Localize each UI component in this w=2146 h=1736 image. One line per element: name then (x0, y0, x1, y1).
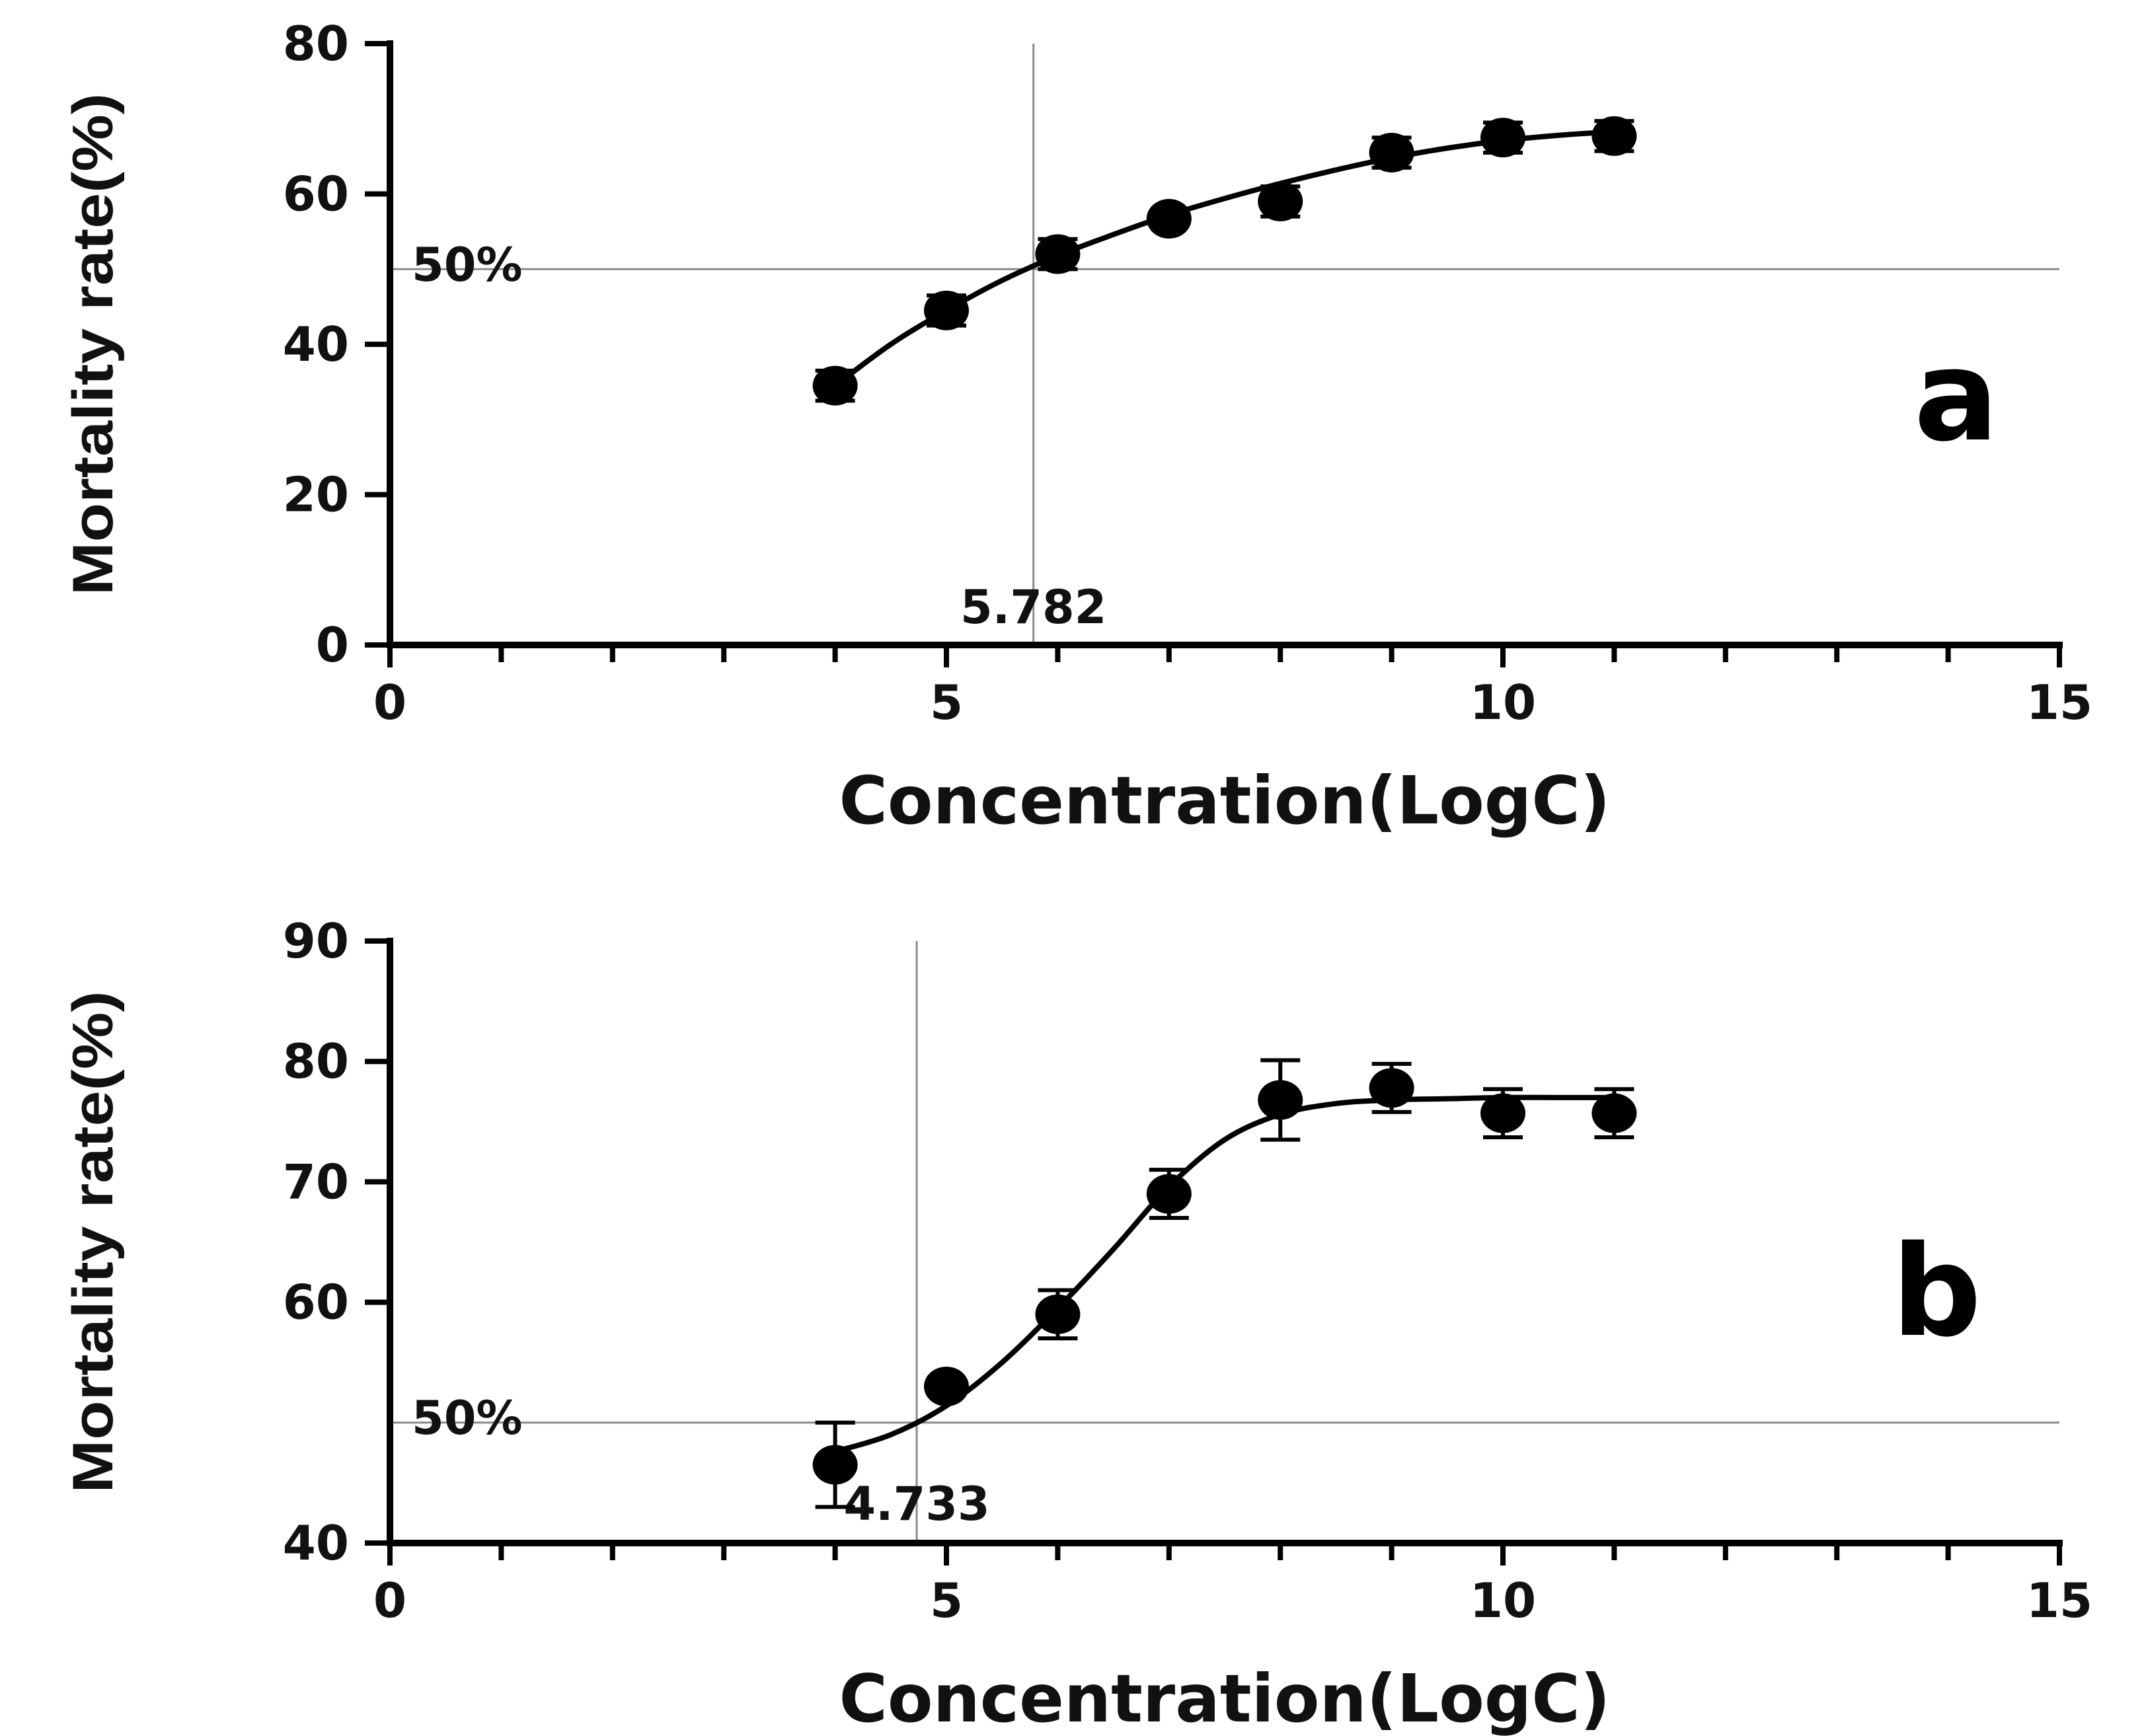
x-tick-label: 10 (1470, 1573, 1536, 1628)
x-tick-label: 0 (373, 1573, 406, 1628)
x-tick-label: 5 (930, 675, 963, 730)
data-point (1480, 1093, 1525, 1133)
data-point (1258, 181, 1303, 221)
data-point (924, 1367, 969, 1407)
data-point (812, 365, 858, 406)
y-tick-label: 60 (283, 167, 349, 222)
x-tick-label: 15 (2026, 675, 2092, 730)
vline-label: 5.782 (960, 580, 1106, 634)
data-point (1369, 1068, 1414, 1108)
y-tick-label: 90 (283, 913, 349, 969)
panel-a-chart: 0 5 10 15 0 20 40 60 80 Concentration(LogC) Mortal… (61, 16, 2092, 839)
panel-letter: b (1892, 1219, 1981, 1365)
x-tick-label: 10 (1470, 675, 1536, 730)
x-axis-title: Concentration(LogC) (839, 762, 1611, 839)
x-axis-title: Concentration(LogC) (839, 1660, 1611, 1736)
data-point (1369, 132, 1414, 172)
data-point (1591, 1093, 1637, 1133)
data-point (1480, 118, 1525, 158)
hline-label: 50% (412, 238, 523, 292)
data-point (1146, 1174, 1192, 1214)
y-tick-label: 0 (316, 617, 349, 673)
y-tick-label: 40 (283, 317, 349, 372)
y-tick-label: 40 (283, 1515, 349, 1571)
panel-b-chart: 0 5 10 15 40 60 70 80 90 Concentration(LogC) Morta… (61, 913, 2092, 1736)
panel-letter: a (1914, 323, 1999, 469)
hline-label: 50% (412, 1391, 523, 1445)
x-tick-label: 5 (930, 1573, 963, 1628)
data-point (1258, 1080, 1303, 1120)
data-point (812, 1445, 858, 1485)
data-point (1146, 199, 1192, 239)
vline-label: 4.733 (843, 1477, 989, 1531)
x-tick-label: 0 (373, 675, 406, 730)
fit-curve (833, 129, 1615, 388)
x-tick-label: 15 (2026, 1573, 2092, 1628)
data-point (1035, 1294, 1081, 1334)
y-axis-title: Mortality rate(%) (61, 991, 125, 1493)
y-tick-label: 80 (283, 16, 349, 71)
y-axis-title: Mortality rate(%) (61, 93, 125, 595)
y-tick-label: 20 (283, 467, 349, 523)
data-point (1591, 116, 1637, 156)
y-tick-label: 70 (283, 1154, 349, 1209)
y-tick-label: 80 (283, 1034, 349, 1089)
y-tick-label: 60 (283, 1275, 349, 1330)
data-point (1035, 234, 1081, 274)
data-point (924, 290, 969, 330)
